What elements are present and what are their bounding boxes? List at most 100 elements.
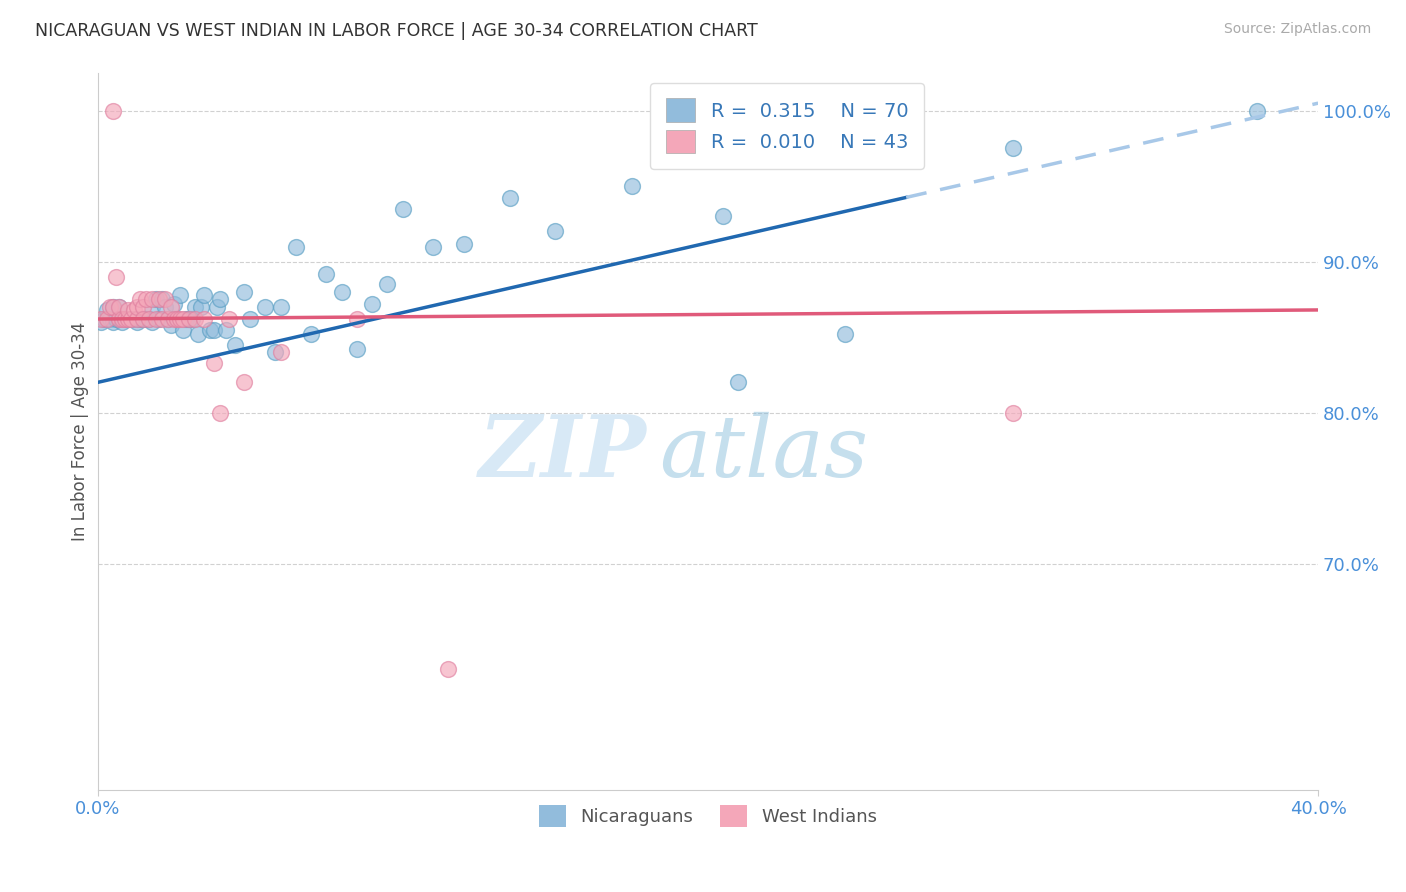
Point xyxy=(208,293,231,307)
Point xyxy=(163,297,186,311)
Point xyxy=(346,342,368,356)
Point xyxy=(138,312,160,326)
Point xyxy=(1001,141,1024,155)
Point xyxy=(208,406,231,420)
Point xyxy=(179,312,201,326)
Text: ZIP: ZIP xyxy=(479,411,647,495)
Point xyxy=(202,322,225,336)
Point xyxy=(284,239,307,253)
Point xyxy=(111,315,134,329)
Point xyxy=(156,312,179,326)
Point xyxy=(153,300,176,314)
Y-axis label: In Labor Force | Age 30-34: In Labor Force | Age 30-34 xyxy=(72,322,89,541)
Point xyxy=(96,302,118,317)
Point xyxy=(215,322,238,336)
Point xyxy=(169,288,191,302)
Point xyxy=(122,302,145,317)
Point xyxy=(129,293,152,307)
Point xyxy=(127,312,149,326)
Point xyxy=(127,300,149,314)
Point xyxy=(101,315,124,329)
Point xyxy=(200,322,222,336)
Point xyxy=(218,312,240,326)
Point xyxy=(1246,103,1268,118)
Point xyxy=(1001,406,1024,420)
Point xyxy=(96,312,118,326)
Point xyxy=(159,318,181,332)
Point xyxy=(498,191,520,205)
Text: atlas: atlas xyxy=(659,411,868,494)
Point xyxy=(145,312,167,326)
Point xyxy=(377,277,399,292)
Point xyxy=(90,315,112,329)
Point xyxy=(174,312,197,326)
Point xyxy=(181,312,204,326)
Point xyxy=(166,312,188,326)
Point xyxy=(120,312,142,326)
Point xyxy=(711,210,734,224)
Point xyxy=(132,312,155,326)
Point xyxy=(193,312,215,326)
Point xyxy=(108,300,131,314)
Point xyxy=(834,327,856,342)
Point xyxy=(190,300,212,314)
Point xyxy=(437,662,460,676)
Point xyxy=(108,312,131,326)
Point xyxy=(205,300,228,314)
Point xyxy=(138,312,160,326)
Point xyxy=(187,327,209,342)
Point xyxy=(104,312,127,326)
Point xyxy=(156,312,179,326)
Point xyxy=(127,312,149,326)
Point xyxy=(129,312,152,326)
Point xyxy=(202,356,225,370)
Text: NICARAGUAN VS WEST INDIAN IN LABOR FORCE | AGE 30-34 CORRELATION CHART: NICARAGUAN VS WEST INDIAN IN LABOR FORCE… xyxy=(35,22,758,40)
Point xyxy=(254,300,277,314)
Point xyxy=(127,315,149,329)
Point xyxy=(104,269,127,284)
Point xyxy=(141,293,163,307)
Point xyxy=(122,312,145,326)
Point xyxy=(111,312,134,326)
Point xyxy=(135,293,157,307)
Point xyxy=(346,312,368,326)
Point xyxy=(193,288,215,302)
Point xyxy=(153,293,176,307)
Point xyxy=(120,312,142,326)
Point xyxy=(117,302,139,317)
Point xyxy=(263,345,285,359)
Point xyxy=(148,312,170,326)
Point xyxy=(117,312,139,326)
Point xyxy=(114,312,136,326)
Point xyxy=(184,300,207,314)
Point xyxy=(98,312,121,326)
Point xyxy=(93,312,115,326)
Point xyxy=(391,202,413,216)
Point xyxy=(184,312,207,326)
Point xyxy=(101,300,124,314)
Point xyxy=(114,312,136,326)
Point xyxy=(141,315,163,329)
Point xyxy=(422,239,444,253)
Point xyxy=(108,312,131,326)
Point xyxy=(849,149,872,163)
Point xyxy=(166,312,188,326)
Point xyxy=(132,300,155,314)
Point xyxy=(315,267,337,281)
Point xyxy=(135,312,157,326)
Point xyxy=(101,300,124,314)
Point xyxy=(270,300,292,314)
Point xyxy=(163,312,186,326)
Point xyxy=(169,312,191,326)
Point xyxy=(172,322,194,336)
Point xyxy=(179,312,201,326)
Point xyxy=(108,300,131,314)
Point xyxy=(150,293,173,307)
Point xyxy=(270,345,292,359)
Text: Source: ZipAtlas.com: Source: ZipAtlas.com xyxy=(1223,22,1371,37)
Point xyxy=(224,337,246,351)
Point xyxy=(865,103,887,118)
Point xyxy=(233,285,256,299)
Legend: Nicaraguans, West Indians: Nicaraguans, West Indians xyxy=(531,798,884,835)
Point xyxy=(132,312,155,326)
